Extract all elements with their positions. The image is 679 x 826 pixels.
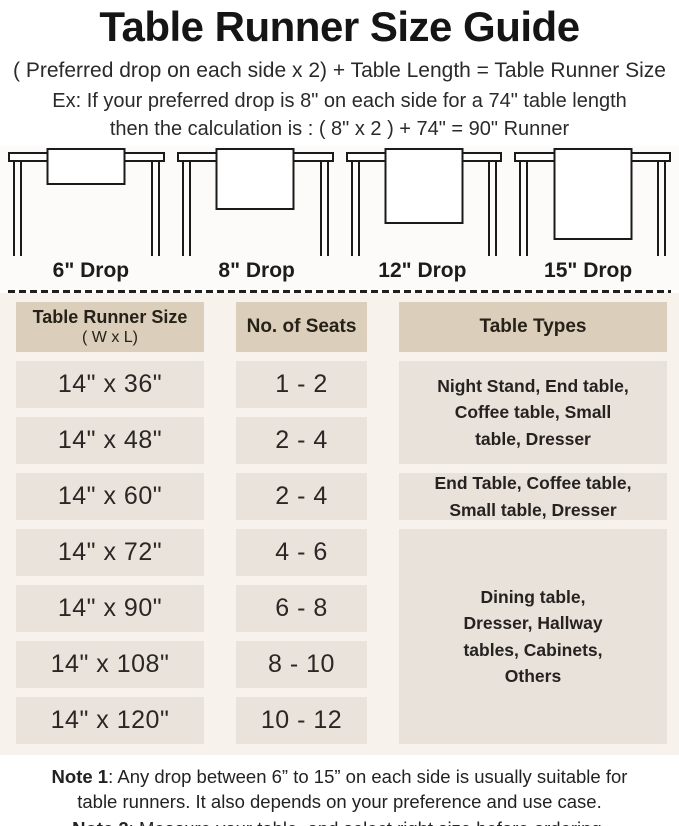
runner-shape bbox=[215, 148, 295, 210]
table-leg-right bbox=[488, 162, 498, 256]
seats-cell: 2 - 4 bbox=[236, 417, 367, 464]
seats-cell: 6 - 8 bbox=[236, 585, 367, 632]
drop-diagrams bbox=[0, 146, 679, 256]
size-cell: 14" x 48" bbox=[16, 417, 204, 464]
table-leg-right bbox=[319, 162, 329, 256]
size-cell: 14" x 120" bbox=[16, 697, 204, 744]
note-2-text: : Measure your table, and select right s… bbox=[129, 818, 607, 826]
note-2: Note 2: Measure your table, and select r… bbox=[7, 816, 672, 826]
note-1: Note 1: Any drop between 6” to 15” on ea… bbox=[7, 764, 672, 814]
seats-cell: 1 - 2 bbox=[236, 361, 367, 408]
header-wxl-label: ( W x L) bbox=[82, 329, 138, 347]
table-leg-right bbox=[150, 162, 160, 256]
table-leg-left bbox=[350, 162, 360, 256]
table-diagram-12-drop bbox=[340, 146, 509, 256]
example-line-1: Ex: If your preferred drop is 8" on each… bbox=[52, 90, 627, 112]
size-cell: 14" x 90" bbox=[16, 585, 204, 632]
seats-cell: 10 - 12 bbox=[236, 697, 367, 744]
notes-section: Note 1: Any drop between 6” to 15” on ea… bbox=[0, 755, 679, 826]
drop-label-15: 15" Drop bbox=[544, 259, 633, 282]
table-diagram-8-drop bbox=[171, 146, 340, 256]
drop-label-6: 6" Drop bbox=[52, 259, 130, 282]
runner-shape bbox=[384, 148, 464, 224]
column-header-seats: No. of Seats bbox=[236, 302, 367, 352]
drop-label-12: 12" Drop bbox=[378, 259, 467, 282]
table-types-small-tables: Night Stand, End table, Coffee table, Sm… bbox=[399, 361, 667, 464]
runner-shape bbox=[46, 148, 126, 185]
table-diagram-6-drop bbox=[2, 146, 171, 256]
drop-label-8: 8" Drop bbox=[218, 259, 295, 282]
note-1-text: : Any drop between 6” to 15” on each sid… bbox=[77, 766, 628, 813]
example-line-2: then the calculation is : ( 8" x 2 ) + 7… bbox=[109, 118, 570, 140]
note-2-label: Note 2 bbox=[72, 818, 129, 826]
formula-text: ( Preferred drop on each side x 2) + Tab… bbox=[13, 59, 666, 82]
size-cell: 14" x 36" bbox=[16, 361, 204, 408]
size-cell: 14" x 72" bbox=[16, 529, 204, 576]
size-table: Table Runner Size ( W x L) No. of Seats … bbox=[0, 293, 679, 755]
table-types-large-tables: Dining table, Dresser, Hallway tables, C… bbox=[399, 529, 667, 744]
table-leg-left bbox=[519, 162, 529, 256]
header: Table Runner Size Guide ( Preferred drop… bbox=[0, 0, 679, 141]
table-leg-left bbox=[181, 162, 191, 256]
table-types-medium-tables: End Table, Coffee table, Small table, Dr… bbox=[399, 473, 667, 520]
note-1-label: Note 1 bbox=[51, 766, 109, 787]
header-runner-size-label: Table Runner Size bbox=[32, 306, 188, 327]
column-header-table-types: Table Types bbox=[399, 302, 667, 352]
seats-cell: 8 - 10 bbox=[236, 641, 367, 688]
size-cell: 14" x 108" bbox=[16, 641, 204, 688]
column-header-runner-size: Table Runner Size ( W x L) bbox=[16, 302, 204, 352]
size-cell: 14" x 60" bbox=[16, 473, 204, 520]
drop-labels-row: 6" Drop 8" Drop 12" Drop 15" Drop bbox=[0, 256, 679, 290]
table-leg-right bbox=[657, 162, 666, 256]
table-leg-left bbox=[13, 162, 22, 256]
page-title: Table Runner Size Guide bbox=[99, 3, 580, 50]
seats-cell: 4 - 6 bbox=[236, 529, 367, 576]
runner-shape bbox=[553, 148, 633, 240]
dashed-divider bbox=[8, 290, 671, 293]
table-diagram-15-drop bbox=[508, 146, 677, 256]
seats-cell: 2 - 4 bbox=[236, 473, 367, 520]
